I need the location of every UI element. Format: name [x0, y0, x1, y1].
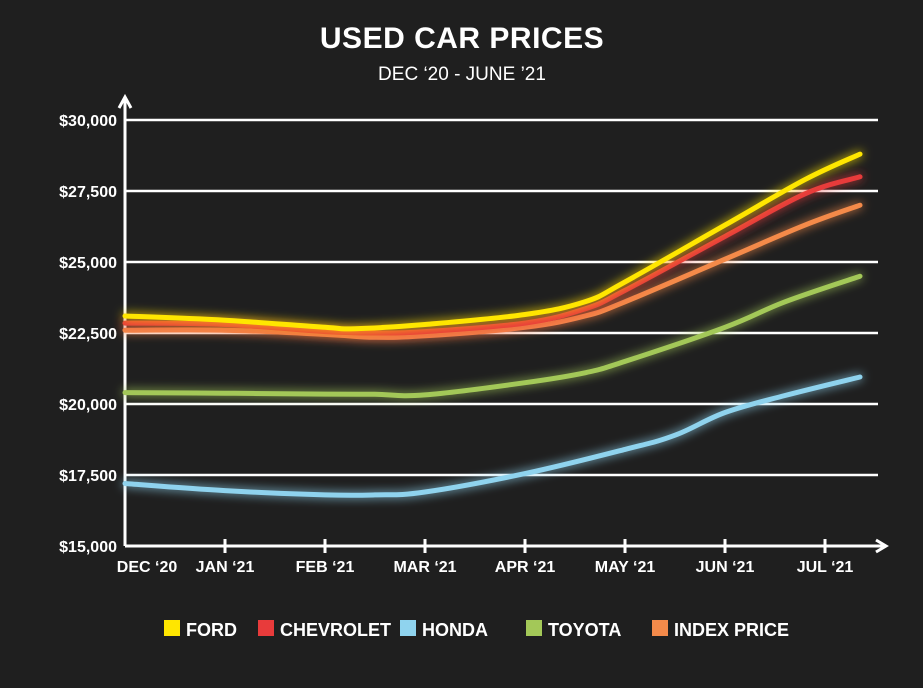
series-line-toyota	[122, 273, 863, 399]
series-line-honda	[122, 374, 863, 498]
y-tick-label-3: $22,500	[59, 326, 117, 343]
legend-swatch-index-price	[652, 620, 668, 636]
x-tick-label-1: JAN ‘21	[196, 559, 255, 576]
x-tick-label-0: DEC ‘20	[117, 559, 178, 576]
legend-label-toyota: TOYOTA	[548, 620, 621, 640]
series-line-ford	[122, 151, 863, 332]
legend-swatch-ford	[164, 620, 180, 636]
x-axis-arrow	[875, 538, 889, 554]
x-tick-label-6: JUN ‘21	[696, 559, 755, 576]
legend-label-honda: HONDA	[422, 620, 488, 640]
y-tick-label-5: $27,500	[59, 184, 117, 201]
y-axis-tick-labels: $15,000 $17,500 $20,000 $22,500 $25,000 $27,5…	[59, 113, 117, 556]
x-tick-label-2: FEB ‘21	[296, 559, 355, 576]
legend-label-ford: FORD	[186, 620, 237, 640]
legend-label-index-price: INDEX PRICE	[674, 620, 789, 640]
y-tick-label-4: $25,000	[59, 255, 117, 272]
gridlines	[125, 118, 878, 477]
series-lines	[122, 151, 863, 498]
series-line-chevrolet	[122, 174, 863, 336]
x-tick-label-3: MAR ‘21	[393, 559, 456, 576]
x-axis-tick-labels: DEC ‘20 JAN ‘21 FEB ‘21 MAR ‘21 APR ‘21 MAY ‘…	[117, 539, 854, 576]
y-tick-label-1: $17,500	[59, 468, 117, 485]
chart-subtitle: DEC ‘20 - JUNE ’21	[378, 64, 546, 85]
y-axis-arrow	[117, 93, 133, 109]
x-tick-label-4: APR ‘21	[495, 559, 556, 576]
y-tick-label-6: $30,000	[59, 113, 117, 130]
series-line-index-price	[122, 202, 863, 340]
x-tick-label-5: MAY ‘21	[595, 559, 656, 576]
y-tick-label-2: $20,000	[59, 397, 117, 414]
chart-title: USED CAR PRICES	[320, 22, 604, 55]
x-tick-label-7: JUL ‘21	[797, 559, 854, 576]
legend-swatch-toyota	[526, 620, 542, 636]
y-tick-label-0: $15,000	[59, 539, 117, 556]
legend-swatch-honda	[400, 620, 416, 636]
legend-swatch-chevrolet	[258, 620, 274, 636]
legend: FORD CHEVROLET HONDA TOYOTA INDEX PRICE	[164, 620, 789, 640]
legend-label-chevrolet: CHEVROLET	[280, 620, 391, 640]
